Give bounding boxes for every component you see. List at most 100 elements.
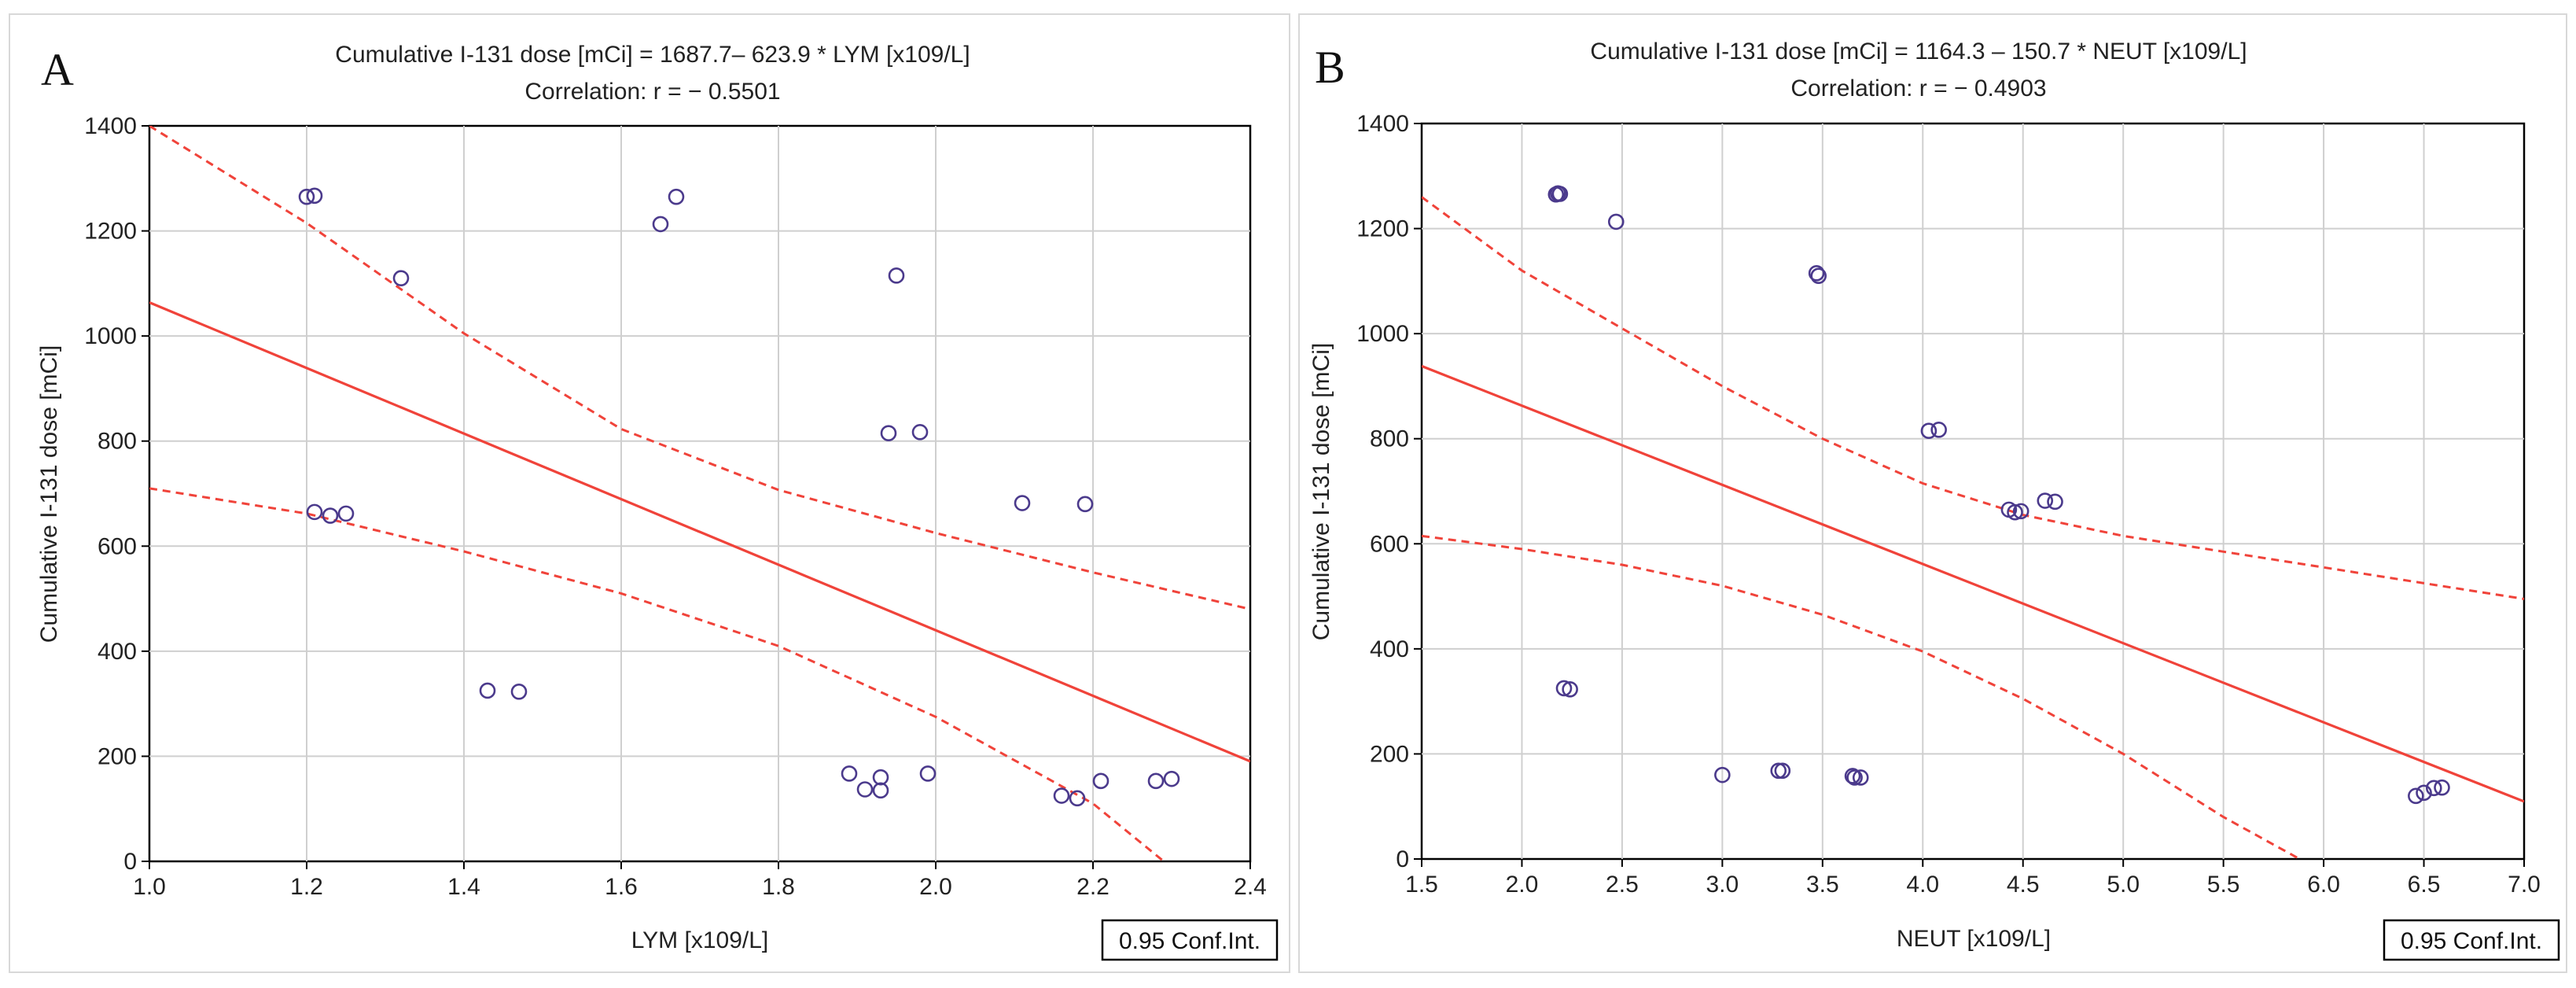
panel-a-legend-box <box>1101 919 1279 961</box>
panel-a-x-tick-label: 2.0 <box>919 874 952 900</box>
panel-a-x-axis-label: LYM [x109/L] <box>631 927 769 953</box>
panel-a-data-point <box>1014 495 1031 511</box>
panel-b-regression-line <box>1422 364 2524 803</box>
panel-b-x-tick-label: 6.0 <box>2307 872 2340 898</box>
panel-a-x-tick-label: 1.6 <box>605 874 638 900</box>
panel-a-data-point <box>337 505 355 522</box>
panel-a-data-point <box>510 683 528 700</box>
panel-a-subtitle: Correlation: r = − 0.5501 <box>524 79 780 105</box>
panel-a-y-axis-label: Cumulative I-131 dose [mCi] <box>36 345 62 643</box>
panel-a-plot: 1.0 1.2 1.4 1.6 1.8 2.0 2.2 2.4 0 200 400 600 800 100… <box>84 113 1267 900</box>
panel-a-x-tick-label: 2.4 <box>1234 874 1267 900</box>
panel-b-data-point <box>1808 265 1825 282</box>
panel-a-data-point <box>392 270 410 286</box>
panel-b-lines <box>1422 196 2524 859</box>
panel-a-data-point <box>872 782 889 799</box>
panel-b-x-tick-label: 3.5 <box>1806 872 1839 898</box>
panel-b-data-point <box>1551 186 1569 202</box>
panel-b-title: Cumulative I-131 dose [mCi] = 1164.3 – 1… <box>1590 39 2247 65</box>
panel-b-data-point <box>2416 784 2432 802</box>
panel-b-y-tick-label: 0 <box>1396 846 1409 872</box>
panel-b-data-point <box>1607 213 1625 230</box>
panel-a-data-point <box>911 424 929 441</box>
panel-a-data-point <box>322 507 339 524</box>
panel-b-data-point <box>2434 779 2450 796</box>
panel-b-data-point <box>1714 766 1731 783</box>
panel-a-data-point <box>919 765 937 782</box>
panel-a-data-point <box>888 267 905 284</box>
panel-b-y-tick-label: 400 <box>1370 636 1409 662</box>
panel-b-x-tick-label: 1.5 <box>1405 872 1438 898</box>
panel-a-y-tick-label: 800 <box>98 429 137 455</box>
panel-b-y-axis-label: Cumulative I-131 dose [mCi] <box>1308 343 1334 641</box>
panel-a-lower-confidence-line <box>149 487 1165 861</box>
panel-a-data-point <box>880 425 897 441</box>
panel-a-x-tick-label: 2.2 <box>1076 874 1110 900</box>
panel-b-x-tick-label: 4.5 <box>2007 872 2040 898</box>
panel-b-y-tick-label: 1200 <box>1356 216 1409 242</box>
panel-b-data-point <box>2012 503 2030 520</box>
panel-a-regression-line <box>149 301 1250 763</box>
panel-a-data-point <box>306 187 323 205</box>
panel-b-x-tick-label: 2.5 <box>1606 872 1639 898</box>
panel-a-y-tick-label: 1200 <box>84 219 137 245</box>
panel-a-y-tick-label: 1400 <box>84 113 137 139</box>
panel-a-legend-text: 0.95 Conf.Int. <box>1119 928 1260 954</box>
panel-b-data-point <box>2408 787 2424 805</box>
panel-b-data-point <box>1846 769 1863 786</box>
panel-a: A Cumulative I-131 dose [mCi] = 1687.7– … <box>9 13 1290 973</box>
panel-a-data-point <box>1069 790 1086 807</box>
panel-b-x-axis-label: NEUT [x109/L] <box>1897 926 2051 952</box>
panel-a-data-point <box>668 188 685 205</box>
panel-b-y-tick-label: 1000 <box>1356 321 1409 347</box>
panel-b-data-point <box>2007 503 2023 521</box>
panel-b-data-point <box>1562 680 1578 698</box>
panel-a-data-point <box>1076 496 1094 513</box>
panel-a-x-tick-label: 1.0 <box>133 874 166 900</box>
panel-b-letter: B <box>1315 42 1345 93</box>
panel-b-data-point <box>1930 422 1947 438</box>
panel-a-letter: A <box>41 44 74 95</box>
panel-b-legend-box <box>2383 919 2560 961</box>
panel-b-data-point <box>1920 422 1938 439</box>
panel-a-data-point <box>872 769 889 786</box>
panel-b-x-tick-label: 2.0 <box>1506 872 1539 898</box>
panel-b-x-tick-label: 3.0 <box>1706 872 1739 898</box>
panel-b-subtitle: Correlation: r = − 0.4903 <box>1790 76 2046 101</box>
panel-b-data-point <box>1852 769 1869 786</box>
panel-a-y-tick-label: 600 <box>98 533 137 559</box>
panel-a-data-point <box>1163 770 1180 787</box>
panel-b: B Cumulative I-131 dose [mCi] = 1164.3 –… <box>1298 13 2567 973</box>
panel-b-lower-confidence-line <box>1422 534 2301 859</box>
panel-b-upper-confidence-line <box>1422 196 2524 600</box>
panel-a-x-tick-label: 1.4 <box>447 874 480 900</box>
panel-a-data-point <box>841 765 858 782</box>
panel-a-y-tick-label: 200 <box>98 743 137 769</box>
panel-b-data-point <box>1555 680 1573 697</box>
panel-a-plot-area <box>148 124 1252 863</box>
panel-a-y-tick-label: 0 <box>123 849 137 875</box>
panel-b-x-tick-label: 7.0 <box>2508 872 2541 898</box>
panel-a-x-tick-label: 1.8 <box>762 874 795 900</box>
panel-b-x-tick-label: 5.0 <box>2107 872 2140 898</box>
panel-a-title: Cumulative I-131 dose [mCi] = 1687.7– 62… <box>335 42 970 68</box>
panel-b-data-point <box>2037 492 2054 509</box>
panel-a-upper-confidence-line <box>149 126 1250 610</box>
panel-b-data-point <box>1844 768 1861 784</box>
panel-b-legend-text: 0.95 Conf.Int. <box>2401 928 2542 954</box>
panel-b-plot: 1.5 2.0 2.5 3.0 3.5 4.0 4.5 5.0 5.5 6.0 6.5 7.0 0 200… <box>1356 111 2541 898</box>
panel-a-data-point <box>856 781 874 798</box>
panel-a-data-point <box>306 503 323 521</box>
panel-b-x-tick-label: 4.0 <box>1906 872 1939 898</box>
panel-a-data-point <box>1092 772 1110 790</box>
panel-b-y-tick-label: 1400 <box>1356 111 1409 137</box>
panel-b-data-point <box>2425 780 2442 797</box>
panel-b-data-point <box>1810 267 1827 284</box>
panel-a-y-tick-label: 400 <box>98 639 137 665</box>
panel-b-x-tick-label: 5.5 <box>2207 872 2240 898</box>
panel-a-data-point <box>479 682 496 699</box>
panel-b-x-tick-label: 6.5 <box>2408 872 2441 898</box>
panel-b-data-point <box>1774 762 1791 780</box>
panel-b-data-point <box>1770 762 1787 780</box>
panel-a-data-point <box>652 216 669 233</box>
